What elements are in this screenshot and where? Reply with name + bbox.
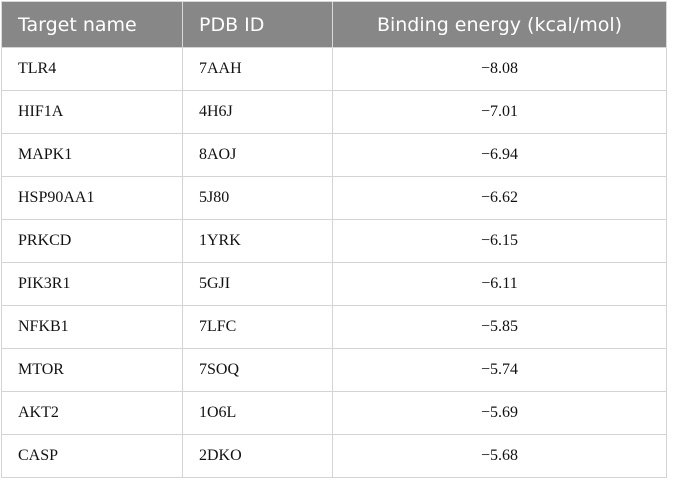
table-cell: −6.94: [332, 133, 667, 177]
table-cell: 7LFC: [182, 305, 333, 349]
table-row: MTOR 7SOQ −5.74: [1, 348, 667, 392]
table-cell: HIF1A: [1, 90, 183, 134]
table-cell: 5GJI: [182, 262, 333, 306]
table-cell: MAPK1: [1, 133, 183, 177]
table-cell: −5.74: [332, 348, 667, 392]
table-row: TLR4 7AAH −8.08: [1, 47, 667, 91]
table-cell: −6.11: [332, 262, 667, 306]
table-cell: −5.68: [332, 434, 667, 478]
table-cell: MTOR: [1, 348, 183, 392]
table-cell: 8AOJ: [182, 133, 333, 177]
table-cell: −7.01: [332, 90, 667, 134]
table-cell: −6.62: [332, 176, 667, 220]
table-cell: PRKCD: [1, 219, 183, 263]
table-row: PRKCD 1YRK −6.15: [1, 219, 667, 263]
table-cell: TLR4: [1, 47, 183, 91]
header-row: Target name PDB ID Binding energy (kcal/mo…: [1, 1, 667, 48]
table-cell: AKT2: [1, 391, 183, 435]
table-cell: −8.08: [332, 47, 667, 91]
table-cell: PIK3R1: [1, 262, 183, 306]
table-row: CASP 2DKO −5.68: [1, 434, 667, 478]
header-cell: Binding energy (kcal/mol): [332, 1, 667, 48]
table-body: TLR4 7AAH −8.08 HIF1A 4H6J −7.01 MAPK1 8AOJ −6.9…: [1, 47, 667, 478]
table-cell: −6.15: [332, 219, 667, 263]
table-row: AKT2 1O6L −5.69: [1, 391, 667, 435]
header-cell: PDB ID: [182, 1, 333, 48]
table-row: PIK3R1 5GJI −6.11: [1, 262, 667, 306]
table-row: NFKB1 7LFC −5.85: [1, 305, 667, 349]
table-cell: NFKB1: [1, 305, 183, 349]
table-cell: −5.85: [332, 305, 667, 349]
table-cell: HSP90AA1: [1, 176, 183, 220]
table-row: MAPK1 8AOJ −6.94: [1, 133, 667, 177]
binding-table: Target name PDB ID Binding energy (kcal/mo…: [1, 1, 667, 478]
table-cell: CASP: [1, 434, 183, 478]
table-header: Target name PDB ID Binding energy (kcal/mo…: [1, 1, 667, 48]
table-cell: −5.69: [332, 391, 667, 435]
table-cell: 4H6J: [182, 90, 333, 134]
table-cell: 2DKO: [182, 434, 333, 478]
table-cell: 1YRK: [182, 219, 333, 263]
table-row: HIF1A 4H6J −7.01: [1, 90, 667, 134]
header-cell: Target name: [1, 1, 183, 48]
table-cell: 7SOQ: [182, 348, 333, 392]
table-cell: 1O6L: [182, 391, 333, 435]
table-row: HSP90AA1 5J80 −6.62: [1, 176, 667, 220]
table-cell: 7AAH: [182, 47, 333, 91]
table-cell: 5J80: [182, 176, 333, 220]
